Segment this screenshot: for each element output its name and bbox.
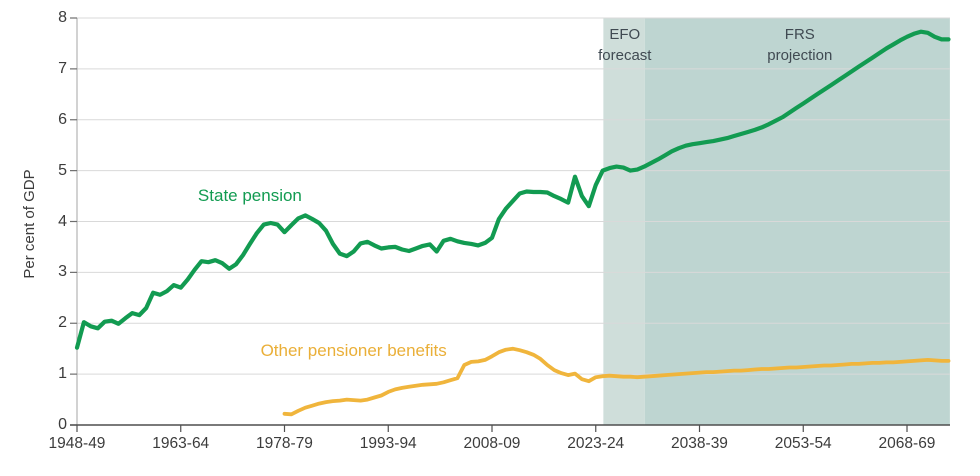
frs-projection-label: FRS projection bbox=[725, 24, 875, 66]
frs-projection-label-line2: projection bbox=[767, 47, 833, 64]
frs-projection-label-line1: FRS bbox=[784, 26, 815, 43]
x-tick-label: 2038-39 bbox=[671, 435, 728, 452]
efo-forecast-label-line1: EFO bbox=[609, 26, 641, 43]
x-tick-label: 2068-69 bbox=[878, 435, 936, 452]
y-tick-label: 3 bbox=[58, 263, 67, 281]
y-tick-label: 6 bbox=[58, 110, 67, 128]
state-pension-label: State pension bbox=[197, 186, 302, 206]
efo-forecast-label-line2: forecast bbox=[598, 47, 652, 64]
y-tick-label: 5 bbox=[58, 161, 67, 179]
other-pensioner-benefits-line bbox=[282, 346, 951, 417]
y-tick-label: 1 bbox=[58, 365, 67, 383]
x-tick-label: 2023-24 bbox=[567, 435, 625, 452]
x-tick-label: 2008-09 bbox=[463, 435, 521, 452]
efo-forecast-label: EFO forecast bbox=[550, 24, 700, 66]
y-tick-label: 4 bbox=[58, 212, 67, 230]
x-tick-label: 2053-54 bbox=[774, 435, 832, 452]
y-tick-label: 8 bbox=[58, 9, 67, 26]
y-tick-label: 0 bbox=[58, 416, 67, 433]
x-tick-label: 1993-94 bbox=[359, 435, 417, 452]
other-pensioner-benefits-label: Other pensioner benefits bbox=[260, 341, 447, 361]
y-tick-label: 2 bbox=[58, 314, 67, 332]
y-tick-label: 7 bbox=[58, 59, 67, 77]
x-tick-label: 1948-49 bbox=[48, 435, 106, 452]
x-tick-label: 1963-64 bbox=[152, 435, 210, 452]
x-tick-label: 1978-79 bbox=[256, 435, 313, 452]
state-pension-line bbox=[74, 29, 951, 350]
